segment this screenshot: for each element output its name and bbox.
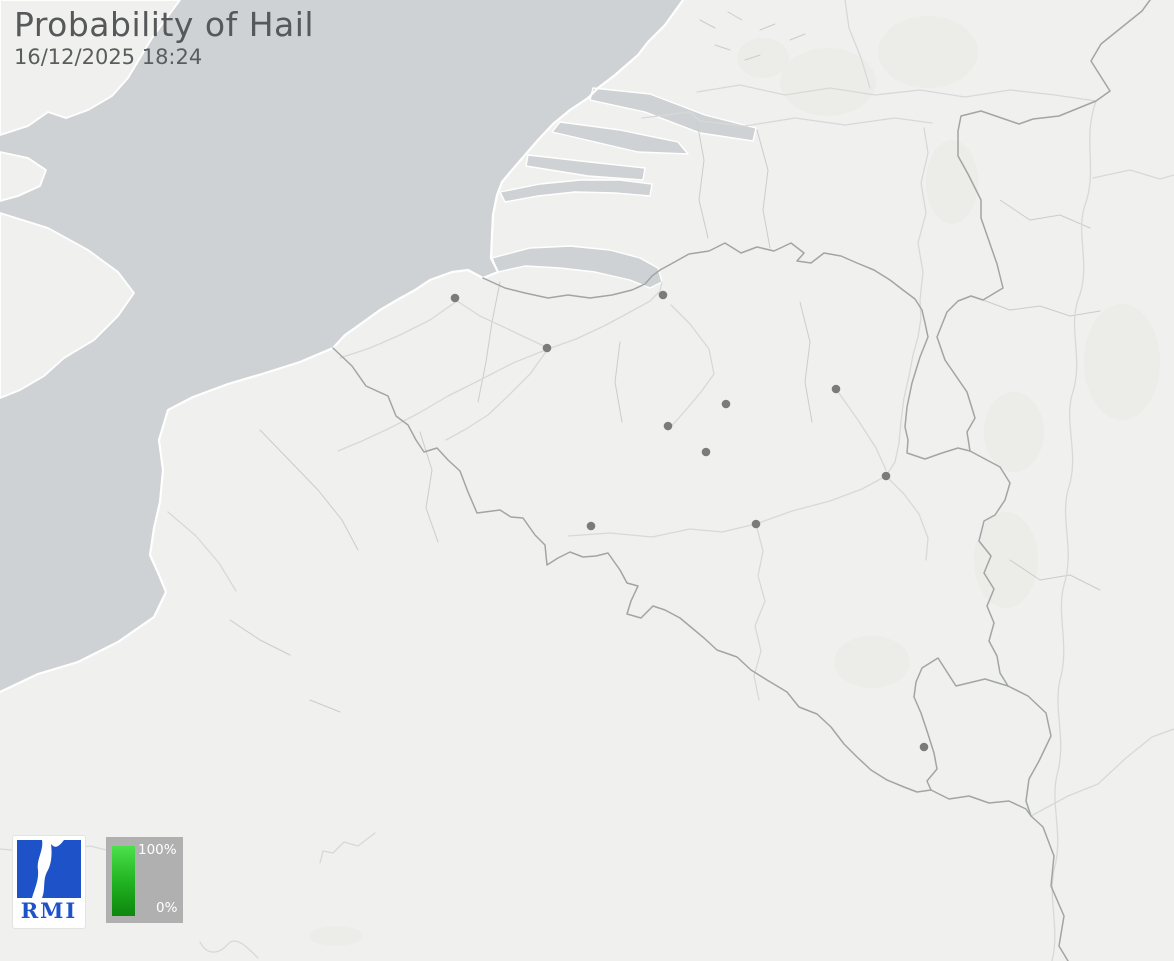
river-rhine xyxy=(1051,100,1097,961)
city-dot-liege xyxy=(881,471,891,481)
albert-canal xyxy=(835,388,887,471)
city-dot-ghent xyxy=(542,343,552,353)
legend-gradient-bar xyxy=(112,846,135,916)
map-header: Probability of Hail 16/12/2025 18:24 xyxy=(14,6,314,69)
map-timestamp: 16/12/2025 18:24 xyxy=(14,44,203,69)
river-ijssel xyxy=(844,0,871,89)
city-dot-leuven xyxy=(721,399,731,409)
england-coast xyxy=(0,0,181,399)
fr-small-river xyxy=(319,832,376,864)
rmi-logo-text: RMI xyxy=(20,898,78,923)
rmi-logo: RMI xyxy=(13,836,85,928)
page-title: Probability of Hail xyxy=(14,5,315,44)
rmi-logo-emblem xyxy=(17,840,81,898)
haringvliet xyxy=(551,121,689,155)
river-moselle xyxy=(1030,728,1174,817)
probability-legend: 100% 0% xyxy=(106,837,183,923)
oosterschelde xyxy=(499,179,653,203)
river-scheldt-lower xyxy=(547,281,663,350)
ghent-bruges-canal xyxy=(456,300,549,349)
city-dot-hasselt xyxy=(831,384,841,394)
border-be-de xyxy=(969,450,1011,687)
river-meuse-be xyxy=(755,475,887,525)
city-dot-brussels xyxy=(663,421,673,431)
north-sea xyxy=(0,0,683,692)
city-dot-wavre xyxy=(701,447,711,457)
river-upper-scheldt xyxy=(445,348,549,441)
city-dot-bruges xyxy=(450,293,460,303)
england-thames-south xyxy=(0,151,47,202)
river-aa xyxy=(167,511,237,592)
border-lu-fr-and-fr-de xyxy=(930,789,1069,961)
city-dots xyxy=(450,290,929,752)
river-sambre xyxy=(567,523,757,538)
legend-min-label: 0% xyxy=(156,900,178,916)
forest-patches xyxy=(309,16,1160,946)
coastline xyxy=(0,0,685,694)
river-dijle xyxy=(667,304,715,431)
city-dot-antwerp xyxy=(658,290,668,300)
somme-meander xyxy=(199,940,259,959)
grevelingen xyxy=(525,154,646,181)
river-ruhr xyxy=(1092,169,1174,180)
river-maas-nl-horizontal xyxy=(641,111,933,127)
city-dot-namur xyxy=(751,519,761,529)
england-essex xyxy=(0,0,181,136)
border-lu-de xyxy=(1007,685,1052,817)
river-ourthe xyxy=(885,475,929,561)
city-dot-mons xyxy=(586,521,596,531)
border-fr-be xyxy=(332,347,932,793)
border-be-nl xyxy=(482,242,971,460)
england-kent xyxy=(0,212,135,399)
river-meuse-limburg xyxy=(885,127,929,477)
river-waal xyxy=(696,84,1097,102)
westerschelde xyxy=(491,245,663,289)
border-be-lu xyxy=(913,657,1009,791)
coastal-canal xyxy=(339,300,458,359)
country-borders xyxy=(332,0,1151,961)
river-leie xyxy=(337,348,549,452)
legend-max-label: 100% xyxy=(138,842,177,858)
border-nl-de xyxy=(936,0,1151,452)
city-dot-arlon xyxy=(919,742,929,752)
